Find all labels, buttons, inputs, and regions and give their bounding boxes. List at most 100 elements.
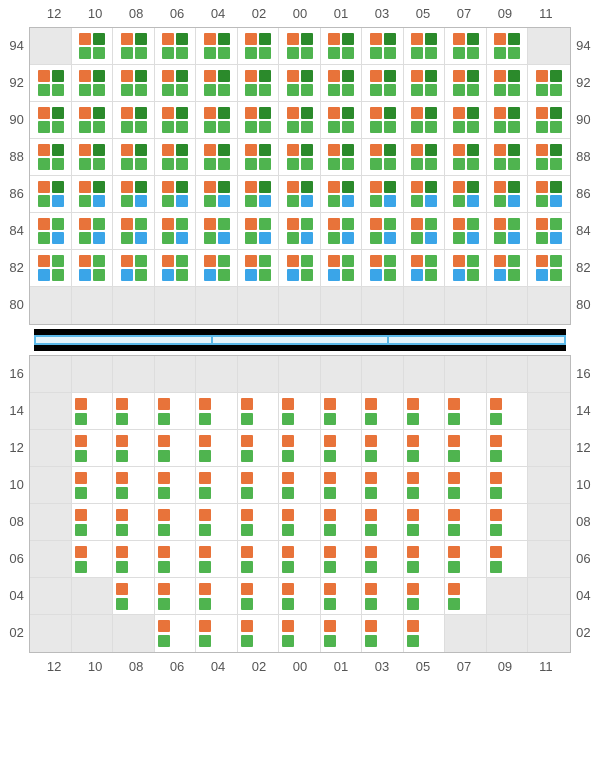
cell-empty <box>528 467 570 504</box>
cell-empty <box>113 287 155 324</box>
seat-square <box>536 255 548 267</box>
seat-square <box>282 487 294 499</box>
seat-square <box>204 107 216 119</box>
cell <box>487 393 529 430</box>
seat-square <box>467 255 479 267</box>
cell-empty <box>155 356 197 393</box>
divider-black-bottom <box>34 345 566 351</box>
seat-square <box>204 47 216 59</box>
cell <box>238 250 280 287</box>
seat-square <box>204 232 216 244</box>
seat-square <box>370 33 382 45</box>
seat-square <box>162 181 174 193</box>
seat-square <box>52 218 64 230</box>
seat-square <box>116 509 128 521</box>
cell-empty <box>445 615 487 652</box>
seat-square <box>282 435 294 447</box>
seat-square <box>342 107 354 119</box>
cell <box>155 393 197 430</box>
cell <box>113 65 155 102</box>
seat-square <box>121 158 133 170</box>
axis-label: 10 <box>571 466 596 503</box>
cell-empty <box>30 430 72 467</box>
seat-square <box>79 195 91 207</box>
cell <box>279 139 321 176</box>
seat-square <box>536 70 548 82</box>
seat-square <box>116 450 128 462</box>
axis-label: 09 <box>484 0 525 27</box>
seat-square <box>365 561 377 573</box>
cell <box>238 102 280 139</box>
seat-square <box>287 232 299 244</box>
cell <box>528 65 570 102</box>
seat-square <box>411 181 423 193</box>
cell <box>113 213 155 250</box>
seat-square <box>508 218 520 230</box>
seat-square <box>411 84 423 96</box>
seat-square <box>162 255 174 267</box>
seat-square <box>93 195 105 207</box>
seat-square <box>158 509 170 521</box>
seat-square <box>494 158 506 170</box>
seat-square <box>301 84 313 96</box>
seat-square <box>204 70 216 82</box>
seat-square <box>121 107 133 119</box>
seat-square <box>241 635 253 647</box>
cell <box>487 541 529 578</box>
cell-empty <box>30 541 72 578</box>
cell <box>404 430 446 467</box>
seat-square <box>365 509 377 521</box>
seat-square <box>467 84 479 96</box>
cell-empty <box>528 356 570 393</box>
cell <box>155 28 197 65</box>
seat-square <box>370 269 382 281</box>
seat-square <box>121 47 133 59</box>
seat-square <box>135 33 147 45</box>
cell <box>238 504 280 541</box>
seat-square <box>324 524 336 536</box>
seat-square <box>453 232 465 244</box>
seat-square <box>328 269 340 281</box>
seat-square <box>490 435 502 447</box>
seat-square <box>370 195 382 207</box>
seat-square <box>116 413 128 425</box>
cell <box>155 65 197 102</box>
seat-square <box>75 509 87 521</box>
seat-square <box>467 181 479 193</box>
axis-label: 80 <box>571 286 596 323</box>
cell <box>321 65 363 102</box>
seat-square <box>425 70 437 82</box>
cell <box>155 467 197 504</box>
cell-empty <box>279 287 321 324</box>
cell <box>404 250 446 287</box>
cell-empty <box>528 504 570 541</box>
seat-square <box>370 47 382 59</box>
cell <box>321 430 363 467</box>
seat-square <box>453 33 465 45</box>
divider-segment <box>388 335 566 345</box>
cell <box>113 176 155 213</box>
seat-square <box>411 218 423 230</box>
seat-square <box>79 33 91 45</box>
seat-square <box>38 84 50 96</box>
seat-square <box>301 121 313 133</box>
seat-square <box>199 524 211 536</box>
seat-square <box>158 620 170 632</box>
seat-square <box>282 546 294 558</box>
axis-label: 10 <box>75 653 116 680</box>
seat-square <box>494 33 506 45</box>
seat-square <box>425 33 437 45</box>
cell <box>238 176 280 213</box>
cell <box>528 250 570 287</box>
cell-empty <box>238 287 280 324</box>
cell <box>155 541 197 578</box>
cell-empty <box>528 287 570 324</box>
seat-square <box>365 487 377 499</box>
cell-empty <box>445 287 487 324</box>
seat-square <box>121 269 133 281</box>
seat-square <box>287 84 299 96</box>
seat-square <box>384 195 396 207</box>
seat-square <box>176 269 188 281</box>
cell <box>238 430 280 467</box>
seat-square <box>453 255 465 267</box>
